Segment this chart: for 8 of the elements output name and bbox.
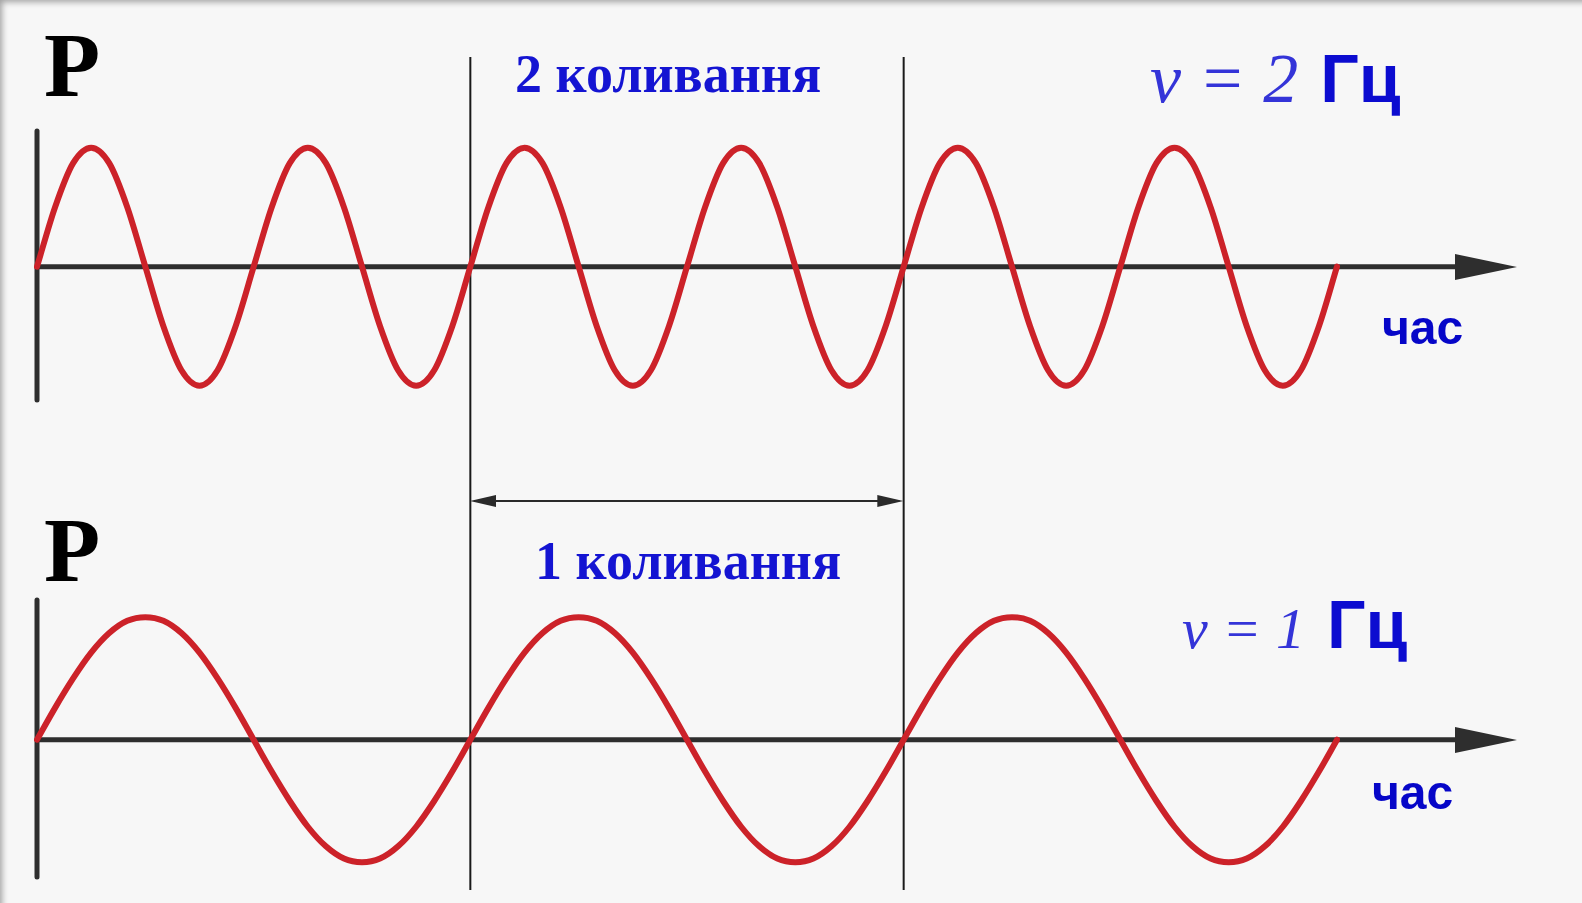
y-axis-title: P xyxy=(44,14,101,116)
y-axis-title: P xyxy=(44,499,101,601)
x-axis-title: час xyxy=(1382,301,1464,354)
chart-title: ν = 2 Гц xyxy=(1150,40,1401,117)
text: 1 коливання xyxy=(535,531,842,591)
x-axis-title: час xyxy=(1372,766,1454,819)
text: 2 коливання xyxy=(515,44,822,104)
chart-title: ν = 1 Гц xyxy=(1182,586,1408,662)
